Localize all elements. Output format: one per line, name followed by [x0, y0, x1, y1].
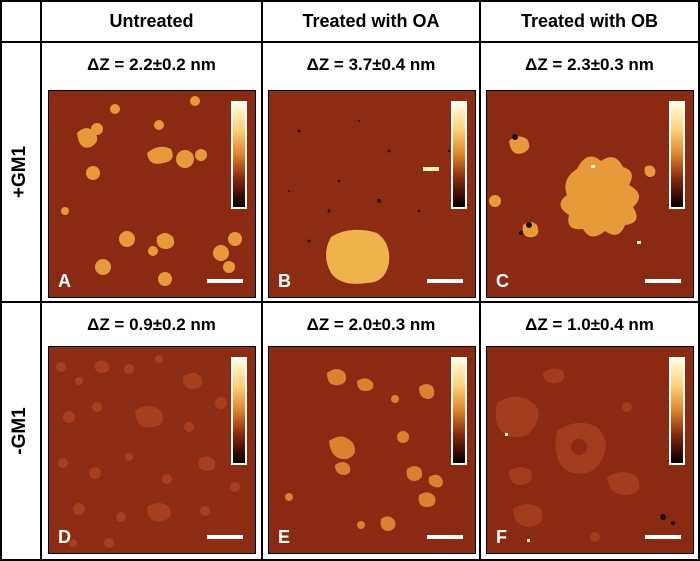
afm-image-f — [487, 347, 693, 553]
afm-panel-e: E — [268, 346, 476, 554]
delta-z-a: ΔZ = 2.2±0.2 nm — [87, 55, 216, 74]
afm-image-a — [49, 91, 255, 297]
scale-bar-f — [645, 535, 681, 539]
grid-right-line — [698, 0, 700, 561]
panel-label-d: D — [58, 527, 71, 547]
grid-label-line — [40, 0, 42, 561]
scale-bar-e — [427, 535, 463, 539]
color-scale-bar-e — [451, 357, 467, 465]
delta-z-e: ΔZ = 2.0±0.3 nm — [306, 315, 436, 334]
panel-label-c: C — [496, 271, 509, 291]
grid-bottom-line — [0, 559, 700, 561]
afm-image-d — [49, 347, 255, 553]
panel-label-b: B — [278, 271, 291, 291]
panel-label-e: E — [278, 527, 291, 547]
color-scale-bar-c — [669, 101, 685, 209]
row-label-plus-gm1: +GM1 — [9, 145, 30, 199]
afm-panel-d: D — [48, 346, 256, 554]
panel-label-a: A — [58, 271, 71, 291]
afm-image-b — [269, 91, 475, 297]
grid-left-line — [0, 0, 2, 561]
grid-middle-line — [0, 301, 700, 303]
scale-bar-b — [427, 279, 463, 283]
scale-bar-c — [645, 279, 681, 283]
delta-z-d: ΔZ = 0.9±0.2 nm — [87, 315, 216, 334]
grid-header-line — [0, 41, 700, 43]
afm-panel-a: A — [48, 90, 256, 298]
afm-panel-b: B — [268, 90, 476, 298]
delta-z-c: ΔZ = 2.3±0.3 nm — [525, 55, 654, 74]
delta-z-b: ΔZ = 3.7±0.4 nm — [306, 55, 436, 74]
scale-bar-a — [207, 279, 243, 283]
row-label-minus-gm1: -GM1 — [9, 407, 30, 455]
color-scale-bar-b — [451, 101, 467, 209]
afm-image-c — [487, 91, 693, 297]
afm-panel-c: C — [486, 90, 694, 298]
column-header-oa: Treated with OA — [302, 10, 440, 31]
afm-image-e — [269, 347, 475, 553]
afm-panel-f: F — [486, 346, 694, 554]
grid-col2-line — [479, 0, 481, 561]
column-header-ob: Treated with OB — [520, 10, 659, 31]
color-scale-bar-f — [669, 357, 685, 465]
color-scale-bar-d — [231, 357, 247, 465]
color-scale-bar-a — [231, 101, 247, 209]
grid-col1-line — [261, 0, 263, 561]
column-header-untreated: Untreated — [109, 10, 194, 31]
panel-label-f: F — [496, 527, 507, 547]
scale-bar-d — [207, 535, 243, 539]
delta-z-f: ΔZ = 1.0±0.4 nm — [525, 315, 654, 334]
grid-top-line — [0, 0, 700, 2]
